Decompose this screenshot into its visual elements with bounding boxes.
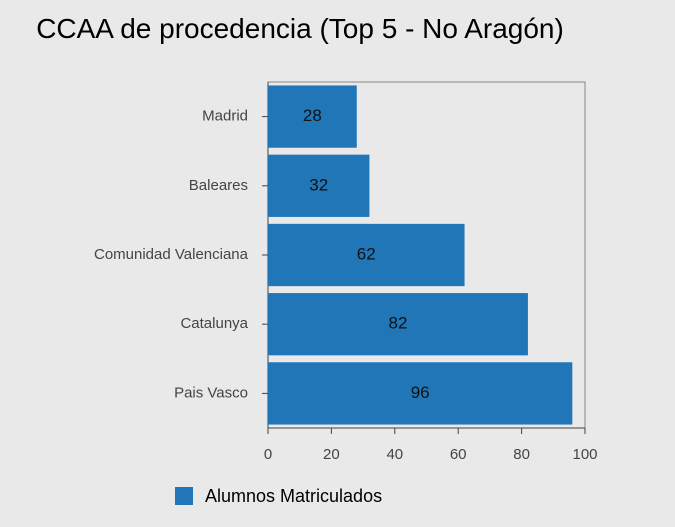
bar-value-label: 32 [309, 175, 328, 194]
bar [268, 154, 370, 217]
bar-value-label: 82 [389, 314, 408, 333]
bar [268, 362, 573, 425]
x-tick-label: 100 [572, 446, 597, 463]
x-tick-label: 20 [323, 446, 340, 463]
bar [268, 85, 357, 148]
legend-swatch [175, 487, 193, 505]
bar-value-label: 96 [411, 383, 430, 402]
y-tick-label: Comunidad Valenciana [94, 246, 249, 263]
x-tick-label: 40 [386, 446, 403, 463]
legend-label: Alumnos Matriculados [205, 486, 382, 506]
x-tick-label: 80 [513, 446, 530, 463]
bar [268, 223, 465, 287]
bar-value-label: 28 [303, 106, 322, 125]
bar-value-label: 62 [357, 244, 376, 263]
chart-title: CCAA de procedencia (Top 5 - No Aragón) [36, 13, 564, 44]
y-tick-label: Catalunya [180, 315, 248, 332]
x-tick-label: 60 [450, 446, 467, 463]
x-tick-label: 0 [264, 446, 272, 463]
bar [268, 293, 528, 356]
y-tick-label: Pais Vasco [174, 384, 248, 401]
y-tick-label: Baleares [189, 177, 248, 194]
y-tick-label: Madrid [202, 108, 248, 125]
